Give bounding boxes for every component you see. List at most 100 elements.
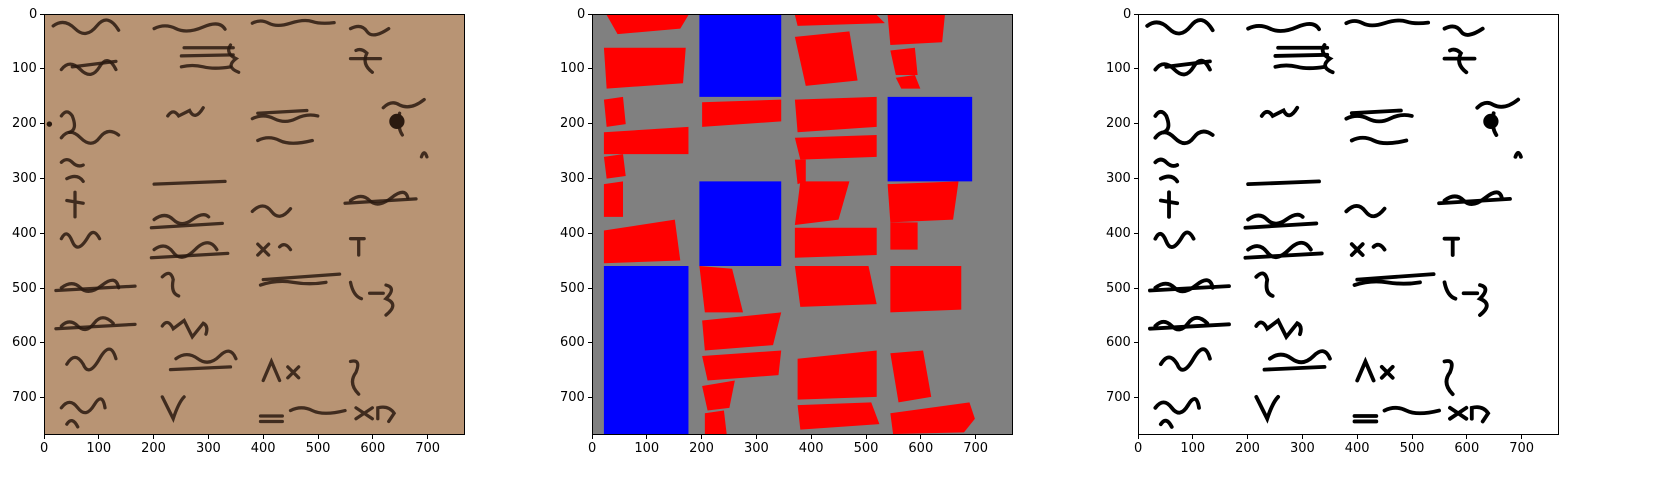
text-region (603, 96, 626, 127)
y-tick-label: 0 (577, 6, 586, 22)
y-tick-mark (1134, 232, 1138, 234)
y-tick-mark (588, 177, 592, 179)
ink-stroke (152, 241, 219, 259)
ink-stroke (227, 43, 241, 74)
binary-ink-stroke (1153, 278, 1215, 294)
binary-ink-stroke (1153, 58, 1212, 77)
ink-stroke (250, 204, 293, 218)
binary-ink-stroke (1246, 212, 1305, 226)
text-region (794, 159, 806, 185)
text-region (702, 350, 782, 381)
y-tick-mark (1134, 13, 1138, 15)
y-tick-mark (40, 68, 44, 70)
x-tick-label: 0 (588, 441, 597, 456)
x-tick-mark (153, 435, 155, 439)
binary-ink-stroke (1448, 405, 1491, 424)
text-region (887, 181, 959, 223)
text-region (895, 75, 921, 89)
ink-stroke (51, 18, 121, 36)
x-tick-label: 200 (689, 441, 714, 456)
binary-ink-stroke (1254, 394, 1281, 424)
binary-ink-stroke (1148, 322, 1231, 331)
y-tick-mark (1134, 342, 1138, 344)
original-manuscript-image-image (45, 15, 464, 434)
ink-stroke (256, 242, 293, 257)
binary-ink-stroke (1153, 230, 1196, 249)
x-tick-label: 500 (1399, 441, 1425, 456)
x-tick-label: 100 (634, 441, 660, 456)
ink-stroke (261, 272, 342, 282)
binary-ink-stroke (1148, 284, 1231, 293)
x-tick-mark (98, 435, 100, 439)
block-region (603, 265, 689, 434)
ink-dot (46, 121, 53, 127)
binary-ink-stroke (1254, 271, 1275, 298)
text-region (794, 265, 877, 307)
ink-stroke (354, 405, 397, 424)
text-region (890, 47, 918, 76)
x-tick-label: 100 (86, 441, 112, 456)
parchment-shading (45, 15, 464, 434)
x-tick-mark (1247, 435, 1249, 439)
ink-stroke (354, 47, 374, 74)
ink-stroke (168, 365, 233, 372)
x-tick-label: 300 (743, 441, 769, 456)
x-tick-mark (207, 435, 209, 439)
ink-stroke (59, 230, 102, 249)
ink-stroke (65, 419, 80, 429)
x-tick-mark (810, 435, 812, 439)
ink-stroke (348, 280, 395, 317)
y-tick-mark (1134, 287, 1138, 289)
y-tick-label: 600 (12, 335, 37, 351)
x-tick-mark (591, 435, 593, 439)
x-tick-mark (317, 435, 319, 439)
ink-stroke (261, 357, 301, 383)
original-manuscript-image-plot-area (44, 14, 465, 435)
binary-ink-stroke (1442, 236, 1461, 257)
y-tick-label: 600 (560, 335, 585, 351)
text-region (603, 219, 681, 264)
text-region (702, 312, 782, 351)
ink-stroke (174, 349, 238, 364)
y-tick-mark (40, 177, 44, 179)
x-tick-label: 700 (415, 441, 441, 456)
text-region (797, 402, 880, 430)
y-tick-label: 200 (1106, 116, 1131, 132)
y-tick-label: 500 (560, 280, 585, 296)
binary-ink-stroke (1513, 150, 1523, 159)
ink-blot (389, 113, 405, 130)
binary-ink-stroke (1437, 196, 1512, 206)
binary-ink-stroke (1158, 347, 1212, 372)
ink-stroke (179, 53, 235, 58)
y-tick-mark (588, 68, 592, 70)
y-tick-label: 600 (1106, 335, 1131, 351)
x-tick-mark (1411, 435, 1413, 439)
y-tick-mark (1134, 68, 1138, 70)
binary-ink-stroke (1153, 129, 1215, 146)
ink-stroke (160, 271, 181, 298)
ink-stroke (65, 347, 118, 372)
binary-ink-stroke (1490, 111, 1499, 137)
text-region (794, 96, 877, 133)
y-tick-label: 400 (12, 225, 37, 241)
text-region (702, 99, 782, 127)
ink-stroke (54, 322, 137, 331)
binary-ink-stroke (1273, 52, 1330, 58)
text-region (890, 265, 962, 313)
y-tick-mark (40, 287, 44, 289)
ink-stroke (152, 22, 227, 33)
segmentation-mask-image (593, 15, 1012, 434)
y-tick-mark (1134, 123, 1138, 125)
x-tick-mark (372, 435, 374, 439)
y-tick-mark (588, 397, 592, 399)
block-region (699, 15, 782, 97)
ink-stroke (59, 278, 121, 293)
y-tick-label: 100 (560, 61, 585, 77)
mask-background (593, 15, 1012, 434)
binarized-image-image (1139, 15, 1558, 434)
y-tick-mark (588, 287, 592, 289)
ink-stroke (65, 174, 85, 184)
y-tick-label: 300 (1106, 170, 1131, 186)
binary-ink-stroke (1268, 349, 1332, 365)
